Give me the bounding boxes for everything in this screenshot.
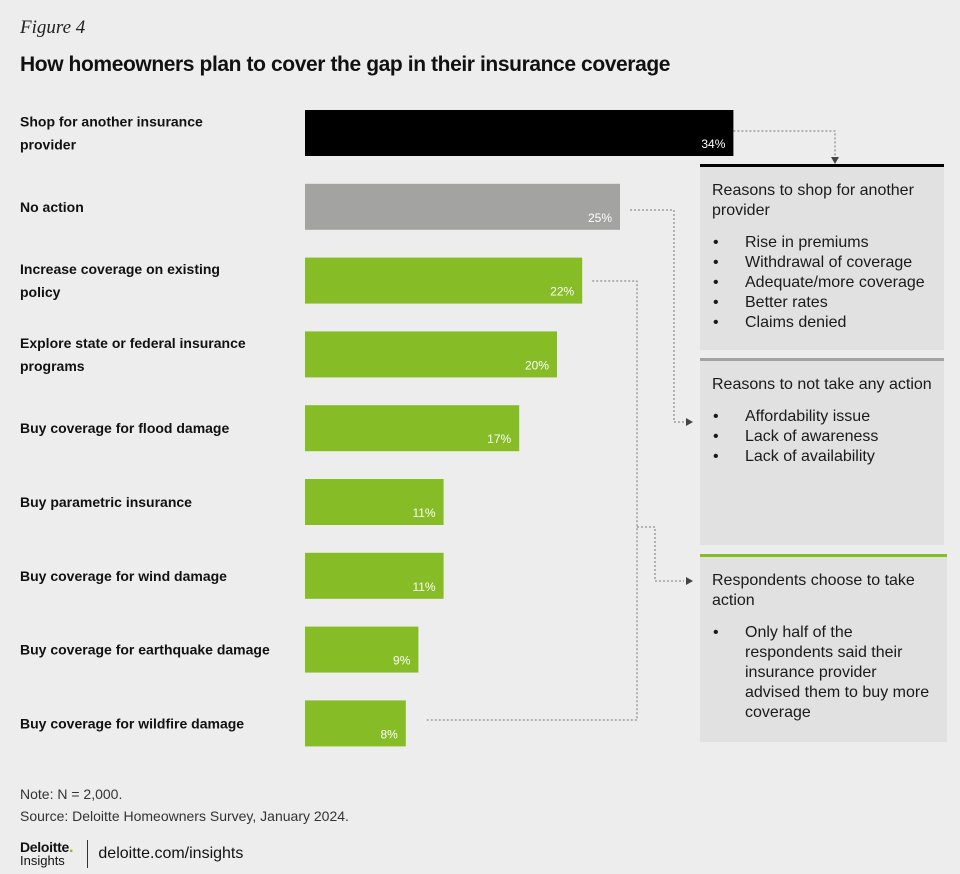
bar (305, 331, 557, 378)
figure-label: Figure 4 (20, 17, 86, 38)
category-label: No action (20, 199, 84, 215)
arrow-shop (831, 157, 839, 164)
category-label: Buy coverage for wildfire damage (20, 715, 244, 731)
deloitte-logo: Deloitte. Insights (20, 839, 74, 868)
callout-title: Reasons to shop for another provider (712, 182, 914, 219)
callout-no-action-reasons: Reasons to not take any action Affordabi… (700, 358, 944, 545)
callout-item: Better rates (712, 293, 932, 313)
callout-item: Adequate/more coverage (712, 273, 932, 293)
callout-title: Reasons to not take any action (712, 376, 932, 393)
footer: Deloitte. Insights deloitte.com/insights (20, 840, 243, 868)
callout-shop-reasons: Reasons to shop for another provider Ris… (700, 164, 944, 350)
bar (305, 700, 406, 747)
callout-take-action: Respondents choose to take action Only h… (700, 554, 947, 742)
source: Source: Deloitte Homeowners Survey, Janu… (20, 808, 349, 824)
bar (305, 257, 583, 304)
callout-item: Withdrawal of coverage (712, 253, 932, 273)
arrow-no-action (686, 418, 693, 426)
connector-shop (733, 130, 836, 156)
category-label: Buy coverage for flood damage (20, 420, 229, 436)
bar (305, 552, 444, 599)
connector-action-branch (637, 526, 684, 582)
arrow-action (686, 577, 693, 585)
brand-dot: . (68, 839, 74, 856)
value-label: 11% (412, 506, 435, 520)
callout-item: Only half of the respondents said their … (712, 623, 935, 723)
category-label: Explore state or federal insurance progra… (20, 335, 246, 374)
bar (305, 479, 444, 525)
value-label: 20% (525, 358, 549, 372)
callout-item: Rise in premiums (712, 233, 932, 253)
bar (305, 405, 520, 452)
value-label: 9% (393, 654, 411, 668)
category-label: Shop for another insurance provider (20, 114, 203, 153)
callout-item: Lack of availability (712, 447, 932, 467)
connector-no-action (630, 209, 684, 423)
bar (305, 110, 734, 156)
value-label: 11% (412, 580, 435, 594)
callout-item: Claims denied (712, 313, 932, 333)
callout-item: Lack of awareness (712, 427, 932, 447)
callout-item: Affordability issue (712, 407, 932, 427)
footer-divider (87, 840, 89, 868)
brand-name: Deloitte (20, 839, 69, 855)
category-label: Buy coverage for earthquake damage (20, 642, 270, 658)
connector-action (425, 280, 638, 721)
value-label: 17% (487, 432, 511, 446)
category-label: Buy parametric insurance (20, 494, 192, 510)
note: Note: N = 2,000. (20, 786, 123, 802)
footer-link[interactable]: deloitte.com/insights (98, 845, 244, 862)
callout-title: Respondents choose to take action (712, 572, 915, 609)
value-label: 25% (588, 211, 612, 225)
value-label: 8% (380, 727, 398, 741)
bar (305, 183, 620, 230)
category-label: Buy coverage for wind damage (20, 568, 227, 584)
value-label: 22% (550, 285, 574, 299)
value-label: 34% (701, 137, 725, 151)
chart-title: How homeowners plan to cover the gap in … (20, 53, 671, 76)
bar (305, 626, 419, 673)
category-label: Increase coverage on existing policy (20, 261, 220, 300)
brand-sub: Insights (20, 853, 65, 868)
